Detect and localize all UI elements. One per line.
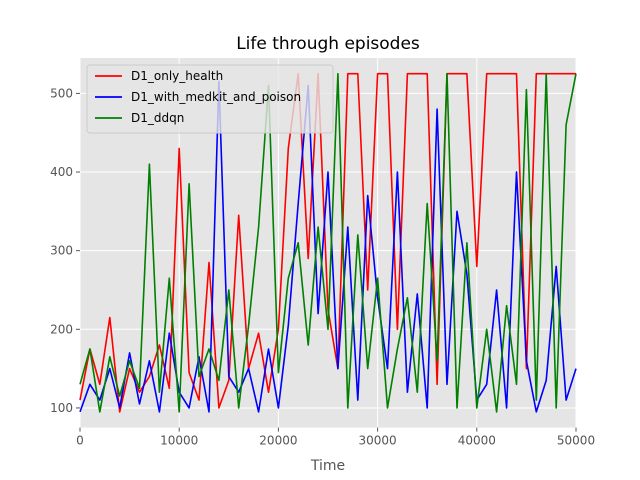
chart-title: Life through episodes — [236, 34, 420, 54]
x-tick-label: 40000 — [458, 434, 496, 448]
x-axis-label: Time — [310, 458, 345, 474]
series-line-D1_with_medkit_and_poison — [79, 80, 577, 413]
x-tick-label: 20000 — [259, 434, 297, 448]
x-tick-label: 0 — [76, 434, 84, 448]
y-tick-label: 300 — [50, 244, 73, 258]
y-axis: 100 200 300 400 500 — [50, 86, 80, 415]
legend: D1_only_health D1_with_medkit_and_poison D… — [86, 64, 334, 134]
x-tick-label: 50000 — [557, 434, 595, 448]
y-tick-label: 400 — [50, 165, 73, 179]
x-axis: 0 10000 20000 30000 40000 50000 — [76, 427, 595, 448]
legend-label: D1_only_health — [131, 69, 223, 83]
series-line-D1_ddqn — [79, 72, 577, 413]
series-layer — [79, 72, 577, 413]
legend-label: D1_ddqn — [131, 111, 184, 125]
y-tick-label: 200 — [50, 322, 73, 336]
legend-box — [86, 64, 334, 134]
y-tick-label: 500 — [50, 86, 73, 100]
x-tick-label: 30000 — [359, 434, 397, 448]
x-tick-label: 10000 — [160, 434, 198, 448]
legend-label: D1_with_medkit_and_poison — [131, 90, 301, 104]
y-tick-label: 100 — [50, 401, 73, 415]
